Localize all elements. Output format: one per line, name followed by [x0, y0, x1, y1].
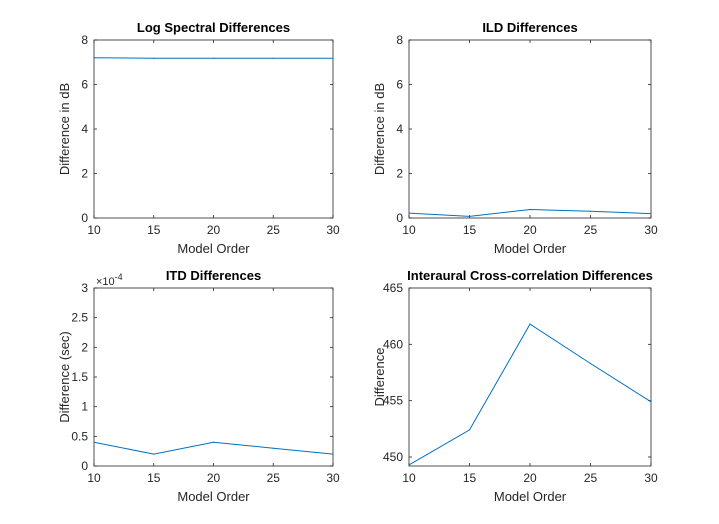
y-axis-label: Difference (sec)	[57, 331, 72, 423]
x-tick-label: 30	[326, 223, 340, 237]
data-point	[468, 215, 471, 218]
data-point	[93, 441, 95, 443]
data-point	[212, 57, 215, 59]
x-tick-label: 15	[147, 223, 161, 237]
axes-box	[93, 287, 334, 467]
x-tick-label: 30	[644, 223, 658, 237]
x-axis-label: Model Order	[494, 241, 567, 256]
subplot-1: 10 15 20 25 30 0 2 4 6 8 Log Spectral Differences M…	[57, 20, 340, 256]
x-tick-label: 20	[207, 223, 221, 237]
x-axis-label: Model Order	[177, 489, 250, 504]
subplot-2: 10 15 20 25 30 0 2 4 6 8 ILD Differences Model Orde…	[372, 20, 658, 256]
y-tick-label: 0	[396, 211, 403, 225]
x-tick-label: 10	[87, 471, 101, 485]
y-tick-label: 465	[383, 281, 403, 295]
data-point	[153, 57, 155, 59]
x-tick-label: 10	[402, 471, 416, 485]
y-tick-label: 2	[81, 167, 88, 181]
y-tick-label: 6	[81, 78, 88, 92]
y-exponent-label: ×10-4	[96, 272, 123, 288]
x-tick-label: 10	[87, 223, 101, 237]
y-tick-label: 2	[396, 167, 403, 181]
y-tick-label: 2	[81, 340, 88, 354]
x-tick-label: 30	[644, 471, 658, 485]
x-tick-label: 20	[523, 471, 537, 485]
data-point	[589, 210, 592, 212]
y-tick-label: 1.5	[71, 370, 88, 384]
x-tick-label: 15	[463, 223, 477, 237]
y-tick-label: 2.5	[71, 311, 88, 325]
y-tick-label: 0	[81, 459, 88, 473]
subplot-3: 10 15 20 25 30 0 0.5 1 1.5 2 2.5 3 ×10-4 ITD Differen…	[57, 268, 340, 504]
data-point	[650, 401, 652, 403]
y-tick-label: 3	[81, 281, 88, 295]
data-point	[272, 447, 274, 449]
data-point	[408, 212, 410, 214]
subplot-4: 10 15 20 25 30 450 455 460 465 Interaural Cross-c…	[372, 268, 658, 504]
data-point	[332, 453, 334, 455]
subplot-title: ITD Differences	[166, 268, 261, 283]
data-point	[153, 453, 155, 455]
data-point	[408, 464, 410, 466]
data-point	[589, 362, 592, 365]
data-point	[332, 57, 334, 59]
x-tick-label: 30	[326, 471, 340, 485]
data-point	[650, 212, 652, 215]
x-axis-label: Model Order	[177, 241, 250, 256]
y-tick-label: 4	[396, 122, 403, 136]
data-point	[468, 429, 471, 431]
y-tick-label: 8	[81, 33, 88, 47]
y-tick-label: 460	[383, 337, 403, 351]
data-point	[93, 57, 95, 59]
axes-box	[408, 39, 652, 219]
y-tick-label: 4	[81, 122, 88, 136]
axes-box	[408, 287, 652, 467]
x-tick-label: 15	[147, 471, 161, 485]
y-tick-label: 1	[81, 400, 88, 414]
data-point	[529, 208, 531, 211]
x-tick-label: 15	[463, 471, 477, 485]
x-tick-label: 25	[584, 471, 598, 485]
x-tick-label: 25	[267, 223, 281, 237]
subplot-title: Interaural Cross-correlation Differences	[407, 268, 653, 283]
x-tick-label: 25	[267, 471, 281, 485]
y-axis-label: Difference in dB	[372, 83, 387, 175]
y-tick-label: 450	[383, 450, 403, 464]
y-tick-label: 0.5	[71, 429, 88, 443]
y-axis-label: Difference in dB	[57, 83, 72, 175]
subplot-title: Log Spectral Differences	[137, 20, 290, 35]
x-tick-label: 20	[207, 471, 221, 485]
y-tick-label: 0	[81, 211, 88, 225]
y-tick-label: 8	[396, 33, 403, 47]
y-axis-label: Difference	[372, 347, 387, 406]
x-tick-label: 10	[402, 223, 416, 237]
data-point	[212, 441, 215, 443]
x-tick-label: 25	[584, 223, 598, 237]
axes-box	[93, 39, 334, 219]
y-tick-label: 6	[396, 78, 403, 92]
subplot-title: ILD Differences	[482, 20, 577, 35]
data-point	[272, 57, 274, 59]
data-point	[529, 323, 531, 325]
x-axis-label: Model Order	[494, 489, 567, 504]
x-tick-label: 20	[523, 223, 537, 237]
y-tick-label: 455	[383, 394, 403, 408]
